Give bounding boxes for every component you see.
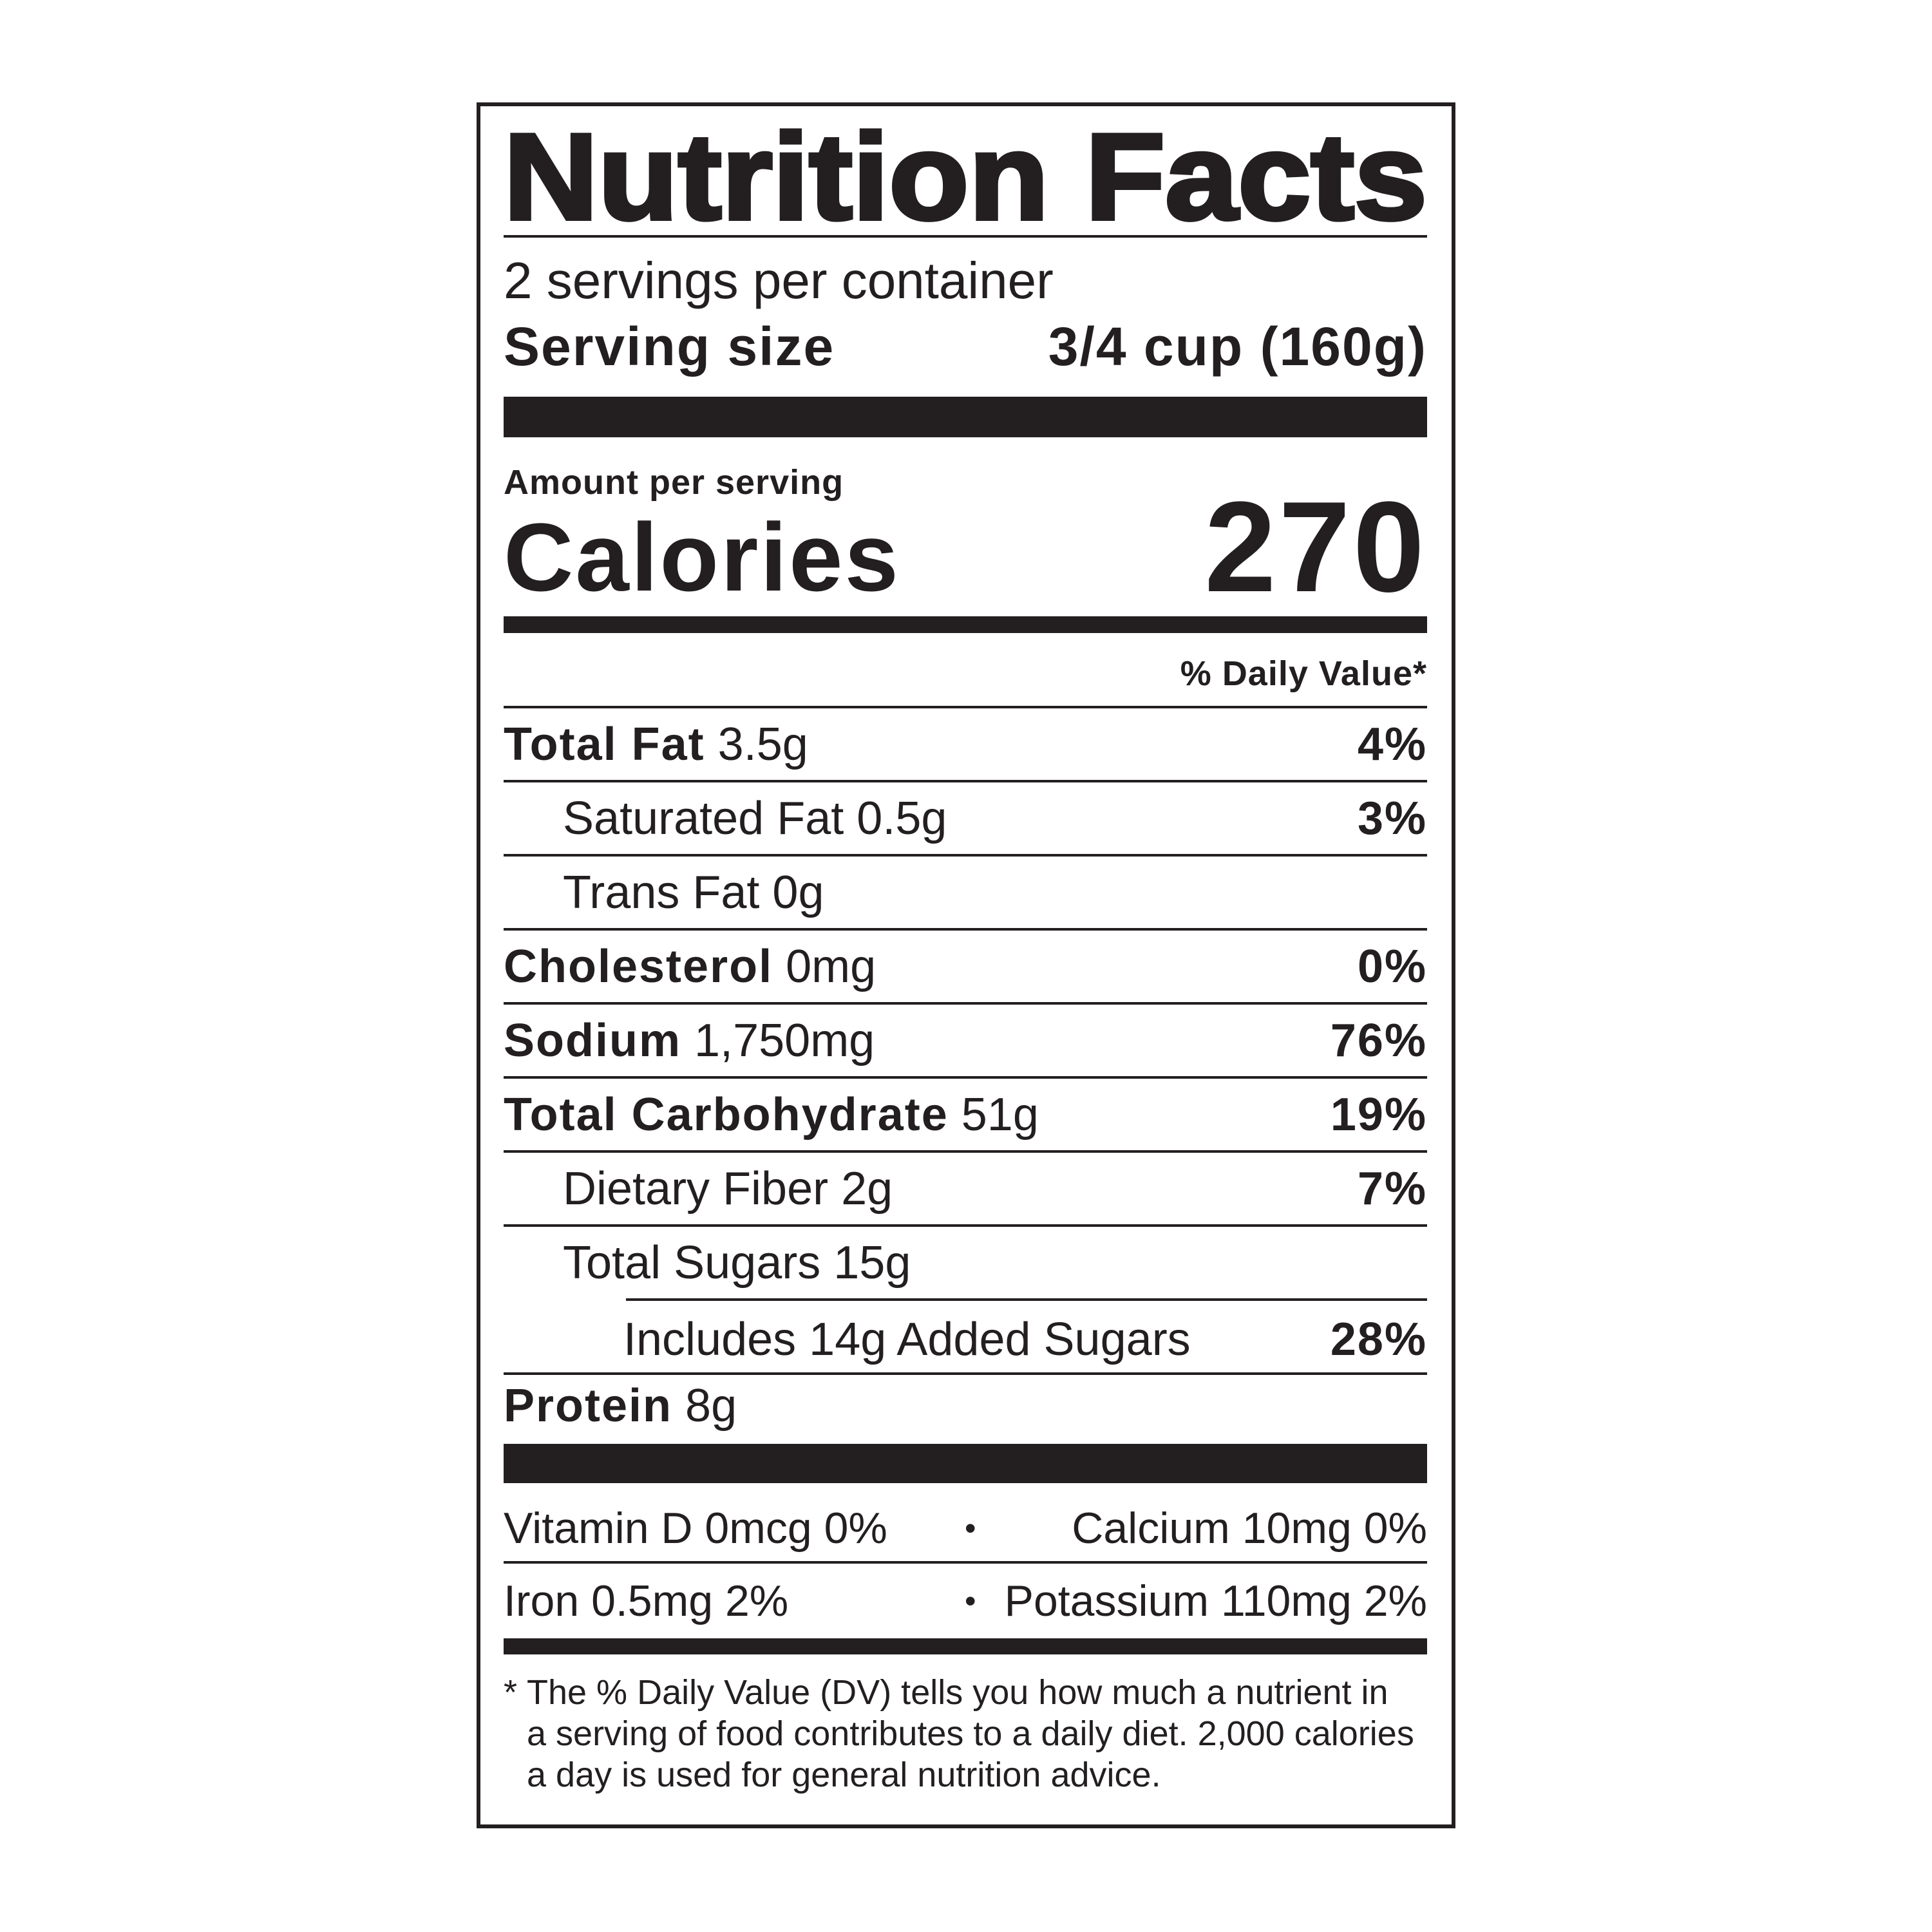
footnote-line: The % Daily Value (DV) tells you how muc…: [527, 1673, 1388, 1712]
nutrient-name: Total Carbohydrate: [504, 1088, 949, 1141]
medium-divider: [504, 1638, 1427, 1654]
medium-divider: [504, 616, 1427, 633]
nutrient-amount: 1,750mg: [694, 1014, 875, 1066]
serving-size-value: 3/4 cup (160g): [1048, 316, 1427, 377]
nutrient-row-total-sugars: Total Sugars 15g: [504, 1226, 1427, 1300]
nutrient-amount: 3.5g: [717, 718, 808, 770]
nutrient-dv: 0%: [1357, 940, 1427, 992]
calories-row: Calories 270: [504, 475, 1427, 619]
nutrient-dv: 19%: [1330, 1088, 1427, 1141]
divider: [504, 928, 1427, 931]
nutrient-row-added-sugars: Includes 14g Added Sugars 28%: [504, 1301, 1427, 1378]
divider: [504, 1224, 1427, 1227]
servings-per-container: 2 servings per container: [504, 252, 1054, 309]
nutrient-name: Cholesterol: [504, 940, 773, 992]
divider: [504, 780, 1427, 782]
nutrient-dv: 28%: [1330, 1314, 1427, 1365]
nutrient-row-dietary-fiber: Dietary Fiber 2g 7%: [504, 1151, 1427, 1226]
divider: [504, 854, 1427, 857]
calories-value: 270: [1204, 475, 1427, 619]
nutrient-amount: 0g: [772, 866, 824, 918]
nutrient-amount: 0mg: [786, 940, 876, 992]
micronutrient-left: Vitamin D 0mcg 0%: [504, 1503, 887, 1553]
divider: [504, 706, 1427, 708]
nutrient-name: Protein: [504, 1379, 673, 1432]
micronutrient-right: Calcium 10mg 0%: [1072, 1503, 1427, 1553]
nutrient-name: Total Fat: [504, 718, 705, 770]
nutrient-dv: 7%: [1357, 1162, 1427, 1215]
nutrient-name: Total Sugars: [563, 1236, 821, 1289]
nutrient-dv: 4%: [1357, 718, 1427, 770]
nutrient-name: Dietary Fiber: [563, 1162, 829, 1215]
divider: [504, 1150, 1427, 1153]
micronutrient-row: Iron 0.5mg 2% • Potassium 110mg 2%: [504, 1564, 1427, 1638]
nutrient-amount: 2g: [841, 1162, 893, 1215]
micronutrient-left: Iron 0.5mg 2%: [504, 1576, 789, 1625]
footnote-line: a serving of food contributes to a daily…: [527, 1714, 1414, 1753]
serving-size-row: Serving size 3/4 cup (160g): [504, 316, 1427, 378]
nutrient-row-total-carbohydrate: Total Carbohydrate 51g 19%: [504, 1077, 1427, 1151]
nutrient-amount: 0.5g: [857, 792, 947, 844]
footnote: * The % Daily Value (DV) tells you how m…: [504, 1672, 1427, 1795]
divider: [504, 235, 1427, 238]
divider: [504, 1076, 1427, 1079]
title: Nutrition Facts: [504, 116, 1427, 235]
nutrient-name: Trans Fat: [563, 866, 760, 918]
nutrient-amount: 15g: [833, 1236, 911, 1289]
amount-per-serving: Amount per serving: [504, 463, 844, 502]
nutrient-amount: 51g: [961, 1088, 1039, 1141]
nutrient-amount: 8g: [685, 1379, 737, 1432]
divider: [504, 1002, 1427, 1005]
micronutrient-right: Potassium 110mg 2%: [1004, 1576, 1427, 1625]
nutrient-row-sodium: Sodium 1,750mg 76%: [504, 1003, 1427, 1077]
nutrient-row-saturated-fat: Saturated Fat 0.5g 3%: [504, 781, 1427, 855]
calories-label: Calories: [504, 503, 900, 611]
bullet-separator: •: [965, 1582, 976, 1619]
nutrient-name: Sodium: [504, 1014, 681, 1066]
nutrient-row-protein: Protein 8g: [504, 1368, 1427, 1443]
thick-divider: [504, 1444, 1427, 1483]
nutrient-name: Includes 14g Added Sugars: [623, 1314, 1191, 1365]
divider: [504, 1372, 1427, 1375]
footnote-asterisk: *: [504, 1673, 518, 1712]
nutrient-name: Saturated Fat: [563, 792, 844, 844]
daily-value-header: % Daily Value*: [1180, 654, 1427, 693]
divider: [504, 1561, 1427, 1564]
nutrient-row-total-fat: Total Fat 3.5g 4%: [504, 707, 1427, 781]
nutrient-row-trans-fat: Trans Fat 0g: [504, 855, 1427, 929]
nutrition-label-frame: [477, 102, 1455, 1828]
title-text: Nutrition Facts: [504, 116, 1427, 235]
nutrient-dv: 76%: [1330, 1014, 1427, 1066]
footnote-line: a day is used for general nutrition advi…: [527, 1756, 1161, 1794]
thick-divider: [504, 397, 1427, 437]
nutrient-row-cholesterol: Cholesterol 0mg 0%: [504, 929, 1427, 1003]
serving-size-label: Serving size: [504, 316, 835, 377]
micronutrient-row: Vitamin D 0mcg 0% • Calcium 10mg 0%: [504, 1491, 1427, 1565]
divider: [626, 1298, 1427, 1301]
nutrient-dv: 3%: [1357, 792, 1427, 844]
bullet-separator: •: [965, 1510, 976, 1546]
